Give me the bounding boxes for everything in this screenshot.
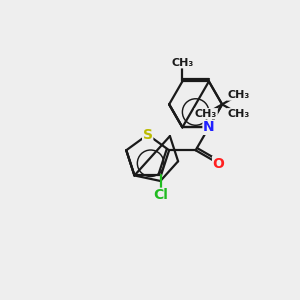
Text: Cl: Cl — [154, 188, 168, 202]
Text: CH₃: CH₃ — [195, 109, 217, 118]
Text: S: S — [143, 128, 153, 142]
Text: O: O — [213, 157, 224, 170]
Text: CH₃: CH₃ — [227, 109, 249, 118]
Text: CH₃: CH₃ — [171, 58, 194, 68]
Text: N: N — [203, 120, 215, 134]
Text: CH₃: CH₃ — [227, 90, 249, 100]
